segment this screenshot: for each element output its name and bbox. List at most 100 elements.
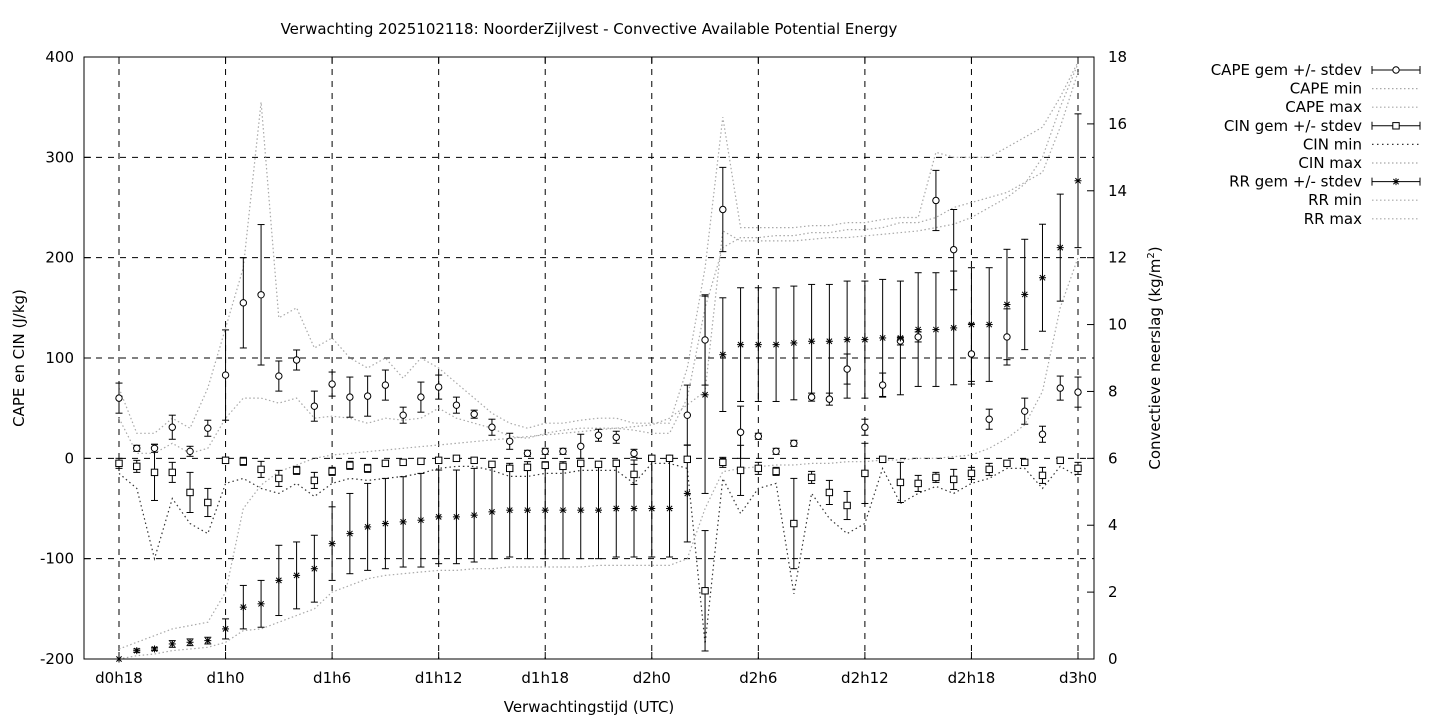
rr-point bbox=[1074, 177, 1082, 185]
rr-point bbox=[737, 341, 745, 349]
rr-point bbox=[523, 506, 531, 514]
cin-point bbox=[1074, 464, 1082, 473]
cape-point bbox=[1392, 66, 1400, 74]
rr-point bbox=[772, 341, 780, 349]
rr-point bbox=[541, 506, 549, 514]
rr-point bbox=[417, 516, 425, 524]
cin-point bbox=[417, 457, 425, 466]
y2-tick-label: 0 bbox=[1108, 650, 1118, 668]
rr-point bbox=[950, 324, 958, 332]
cin-point bbox=[275, 474, 283, 483]
rr-point bbox=[399, 518, 407, 526]
axis-ticks: d0h18 d1h0 d1h6 d1h12 d1h18 d2h0 d2h6 d2h12 d2h1… bbox=[40, 48, 1127, 687]
cin-point bbox=[914, 479, 922, 488]
x-tick-label: d0h18 bbox=[95, 669, 143, 687]
cin-point bbox=[221, 456, 230, 465]
rr-point bbox=[328, 540, 336, 548]
cape-point bbox=[434, 383, 443, 391]
cin-point bbox=[754, 464, 763, 473]
cape-point bbox=[843, 365, 851, 373]
rr-point bbox=[932, 326, 940, 334]
rr-point bbox=[506, 506, 514, 514]
rr-point bbox=[310, 565, 318, 573]
cin-point bbox=[648, 454, 656, 463]
y-tick-label: -100 bbox=[40, 550, 74, 568]
y2-axis-label-superscript: 2 bbox=[1146, 252, 1157, 258]
legend-label: CAPE min bbox=[1290, 80, 1362, 98]
cape-point bbox=[399, 411, 407, 419]
rr-point bbox=[914, 326, 922, 334]
cin-point bbox=[932, 473, 940, 482]
cape-point bbox=[719, 205, 727, 214]
cin-point bbox=[541, 461, 549, 470]
rr-point bbox=[293, 571, 301, 579]
rr-point bbox=[239, 603, 247, 611]
rr-point bbox=[275, 576, 283, 584]
cape-point bbox=[115, 394, 123, 402]
cin-point bbox=[115, 459, 123, 468]
cin-point bbox=[985, 465, 993, 474]
cape-point bbox=[470, 410, 478, 418]
y-tick-label: 300 bbox=[45, 148, 74, 166]
rr-point bbox=[346, 530, 354, 538]
cin-point bbox=[719, 458, 727, 467]
cin-point bbox=[630, 470, 638, 479]
y2-tick-label: 18 bbox=[1108, 48, 1127, 66]
rr-point bbox=[666, 505, 674, 512]
cin-point bbox=[594, 460, 603, 469]
plot-frame bbox=[83, 56, 1095, 660]
rr-point bbox=[577, 506, 585, 514]
cape-point bbox=[577, 442, 585, 450]
cape-point bbox=[807, 393, 816, 401]
legend-label: RR min bbox=[1308, 191, 1362, 209]
rr-point bbox=[754, 341, 762, 349]
cape-point bbox=[559, 447, 567, 456]
cape-min-line bbox=[118, 71, 1079, 454]
cin-point bbox=[577, 459, 585, 468]
cape-point bbox=[363, 392, 372, 400]
cape-point bbox=[417, 393, 425, 401]
legend-label: CAPE max bbox=[1285, 98, 1362, 116]
rr-point bbox=[595, 506, 602, 514]
y2-axis-label: Convectieve neerslag (kg/m2) bbox=[1146, 246, 1164, 469]
cape-point bbox=[736, 428, 745, 436]
x-tick-label: d2h12 bbox=[841, 669, 889, 687]
cin-point bbox=[967, 469, 976, 478]
x-axis-label: Verwachtingstijd (UTC) bbox=[504, 698, 675, 716]
cin-point bbox=[772, 467, 780, 476]
rr-point bbox=[133, 647, 141, 655]
rr-point bbox=[452, 513, 460, 521]
cape-point bbox=[861, 423, 869, 431]
cape-point bbox=[1021, 407, 1029, 415]
rr-point bbox=[630, 505, 638, 512]
y2-tick-label: 16 bbox=[1108, 115, 1127, 133]
cape-point bbox=[967, 350, 976, 358]
cape-point bbox=[772, 447, 780, 456]
rr-point bbox=[701, 391, 709, 399]
cin-point bbox=[292, 466, 301, 475]
cape-point bbox=[914, 333, 922, 341]
cin-point bbox=[434, 456, 443, 465]
cape-point bbox=[790, 439, 798, 447]
y2-tick-label: 4 bbox=[1108, 516, 1118, 534]
cin-point bbox=[239, 457, 248, 466]
cin-point bbox=[843, 501, 851, 510]
cape-max-line bbox=[118, 61, 1079, 434]
rr-max-line bbox=[118, 63, 1079, 650]
x-tick-label: d3h0 bbox=[1059, 669, 1097, 687]
rr-point bbox=[222, 625, 230, 633]
cin-point bbox=[133, 462, 141, 471]
rr-point bbox=[1021, 290, 1029, 298]
cin-point bbox=[1056, 456, 1064, 465]
y2-tick-label: 10 bbox=[1108, 316, 1127, 334]
cape-point bbox=[878, 381, 887, 389]
y2-tick-label: 12 bbox=[1108, 249, 1127, 267]
rr-point bbox=[559, 506, 567, 514]
cape-point bbox=[612, 433, 620, 441]
cape-point bbox=[328, 380, 336, 388]
cin-point bbox=[807, 473, 816, 482]
rr-point bbox=[879, 334, 887, 342]
cape-point bbox=[825, 395, 834, 403]
rr-point bbox=[861, 336, 869, 344]
cape-point bbox=[523, 449, 532, 458]
